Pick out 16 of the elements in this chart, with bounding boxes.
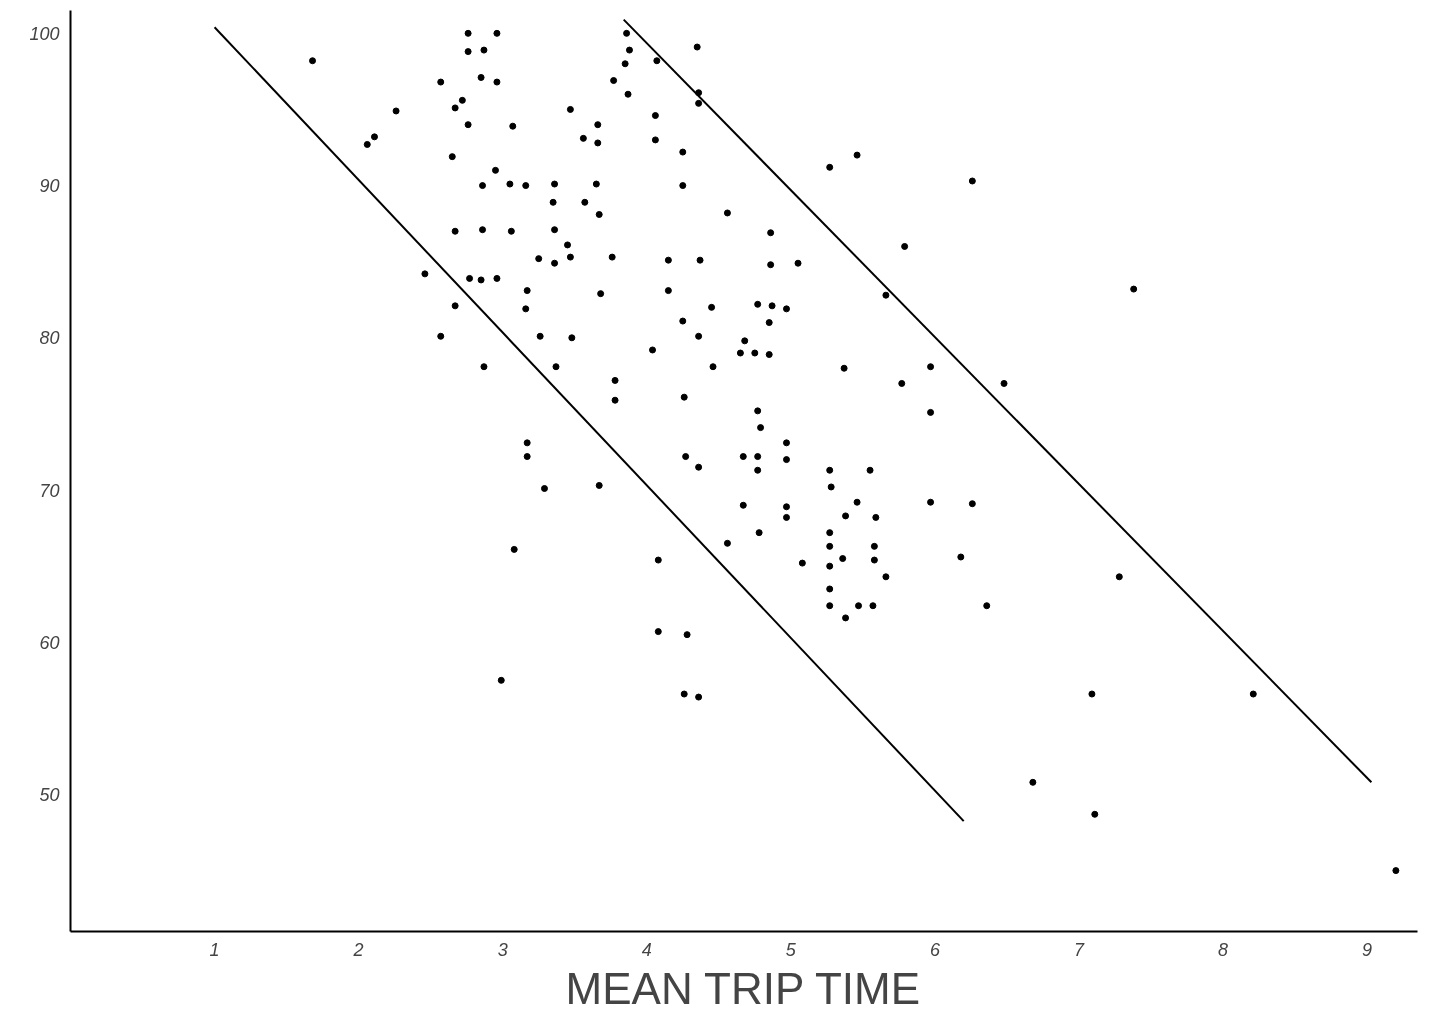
x-tick-label: 6: [929, 939, 941, 960]
y-tick-label: 100: [29, 23, 60, 44]
x-axis-title: MEAN TRIP TIME: [565, 963, 921, 1013]
y-tick-label: 60: [39, 632, 60, 653]
x-tick-label: 2: [352, 939, 364, 960]
x-tick-label: 8: [1218, 939, 1229, 960]
y-tick-label: 50: [39, 784, 60, 805]
y-tick-label: 70: [39, 480, 60, 501]
x-tick-label: 3: [497, 939, 508, 960]
x-tick-label: 5: [785, 939, 797, 960]
x-tick-label: 1: [209, 939, 220, 960]
x-tick-label: 7: [1073, 939, 1085, 960]
x-tick-label: 9: [1362, 939, 1373, 960]
y-tick-label: 80: [39, 328, 60, 349]
x-tick-label: 4: [641, 939, 652, 960]
y-tick-label: 90: [39, 176, 60, 197]
